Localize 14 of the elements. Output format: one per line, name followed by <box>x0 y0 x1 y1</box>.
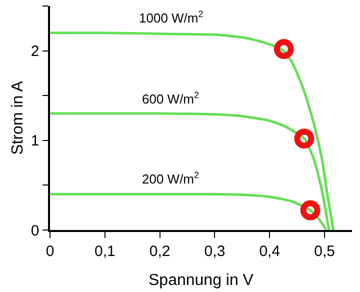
x-tick-label: 0,5 <box>314 242 335 260</box>
x-tick-label: 0 <box>46 242 54 260</box>
y-tick-label: 0 <box>30 222 40 240</box>
series-label: 1000 W/m$^{2}$ <box>139 9 204 26</box>
x-tick-label: 0,3 <box>204 242 226 260</box>
y-axis-title: Strom in A <box>9 80 26 155</box>
x-tick-label: 0,4 <box>259 242 280 260</box>
series-label: 200 W/m$^{2}$ <box>142 170 200 186</box>
x-tick-label: 0,2 <box>149 242 170 260</box>
y-tick-label: 1 <box>30 132 40 150</box>
x-axis-title: Spannung in V <box>148 272 254 289</box>
series-label: 600 W/m$^{2}$ <box>142 90 200 106</box>
x-tick-label: 0,1 <box>94 242 116 260</box>
y-tick-label: 2 <box>30 43 40 60</box>
